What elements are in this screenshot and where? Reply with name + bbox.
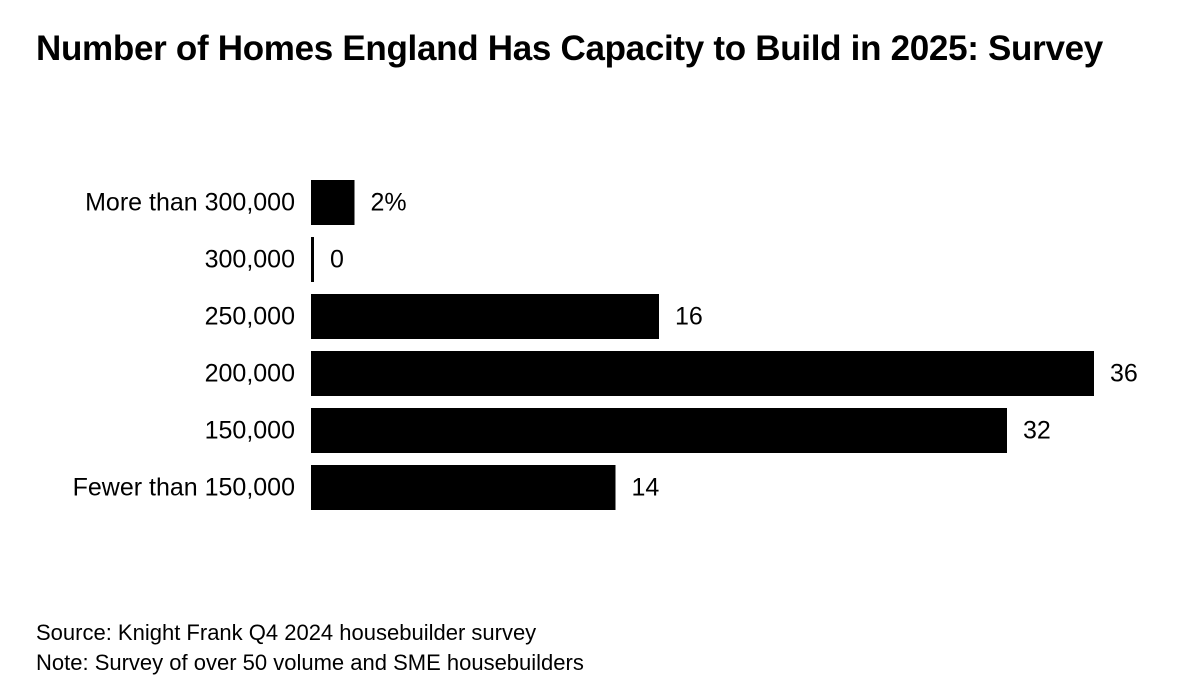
bar <box>311 180 355 225</box>
category-label: 200,000 <box>205 360 295 388</box>
category-label: 150,000 <box>205 417 295 445</box>
bar <box>311 294 659 339</box>
category-label: 300,000 <box>205 246 295 274</box>
category-label: 250,000 <box>205 303 295 331</box>
value-label: 0 <box>330 246 344 274</box>
value-label: 2% <box>371 189 407 217</box>
chart-title: Number of Homes England Has Capacity to … <box>36 29 1103 68</box>
bar <box>311 465 616 510</box>
survey-note: Note: Survey of over 50 volume and SME h… <box>36 650 584 675</box>
value-label: 32 <box>1023 417 1051 445</box>
bar <box>311 408 1007 453</box>
bar <box>311 351 1094 396</box>
chart-footer: Source: Knight Frank Q4 2024 housebuilde… <box>36 618 584 678</box>
bar-chart: More than 300,000 2% 300,000 0 250,000 16 200,… <box>73 180 1138 510</box>
category-label: More than 300,000 <box>85 189 295 217</box>
value-label: 14 <box>632 474 660 502</box>
value-label: 36 <box>1110 360 1138 388</box>
bar <box>311 237 314 282</box>
source-note: Source: Knight Frank Q4 2024 housebuilde… <box>36 620 537 645</box>
value-label: 16 <box>675 303 703 331</box>
category-label: Fewer than 150,000 <box>73 474 295 502</box>
